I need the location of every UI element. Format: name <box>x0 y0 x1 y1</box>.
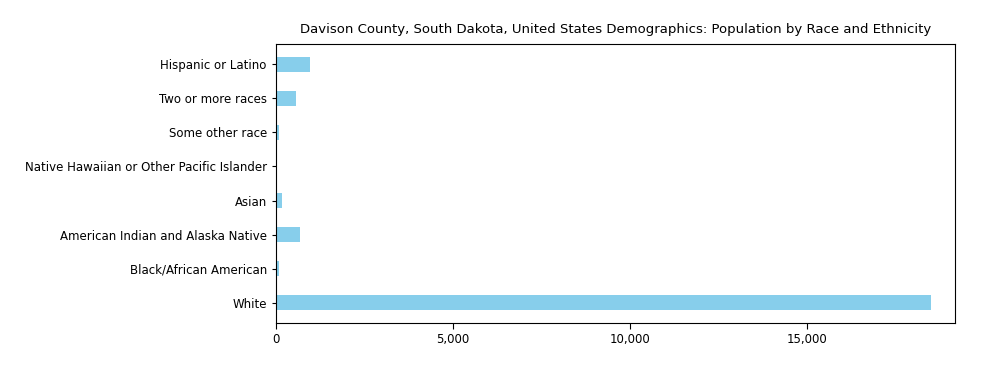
Bar <box>276 125 279 140</box>
Bar <box>276 57 310 72</box>
Bar <box>276 261 279 276</box>
Bar <box>276 193 282 208</box>
Bar <box>276 91 296 106</box>
Title: Davison County, South Dakota, United States Demographics: Population by Race and: Davison County, South Dakota, United Sta… <box>300 23 931 36</box>
Bar <box>276 295 931 310</box>
Bar <box>276 227 299 242</box>
